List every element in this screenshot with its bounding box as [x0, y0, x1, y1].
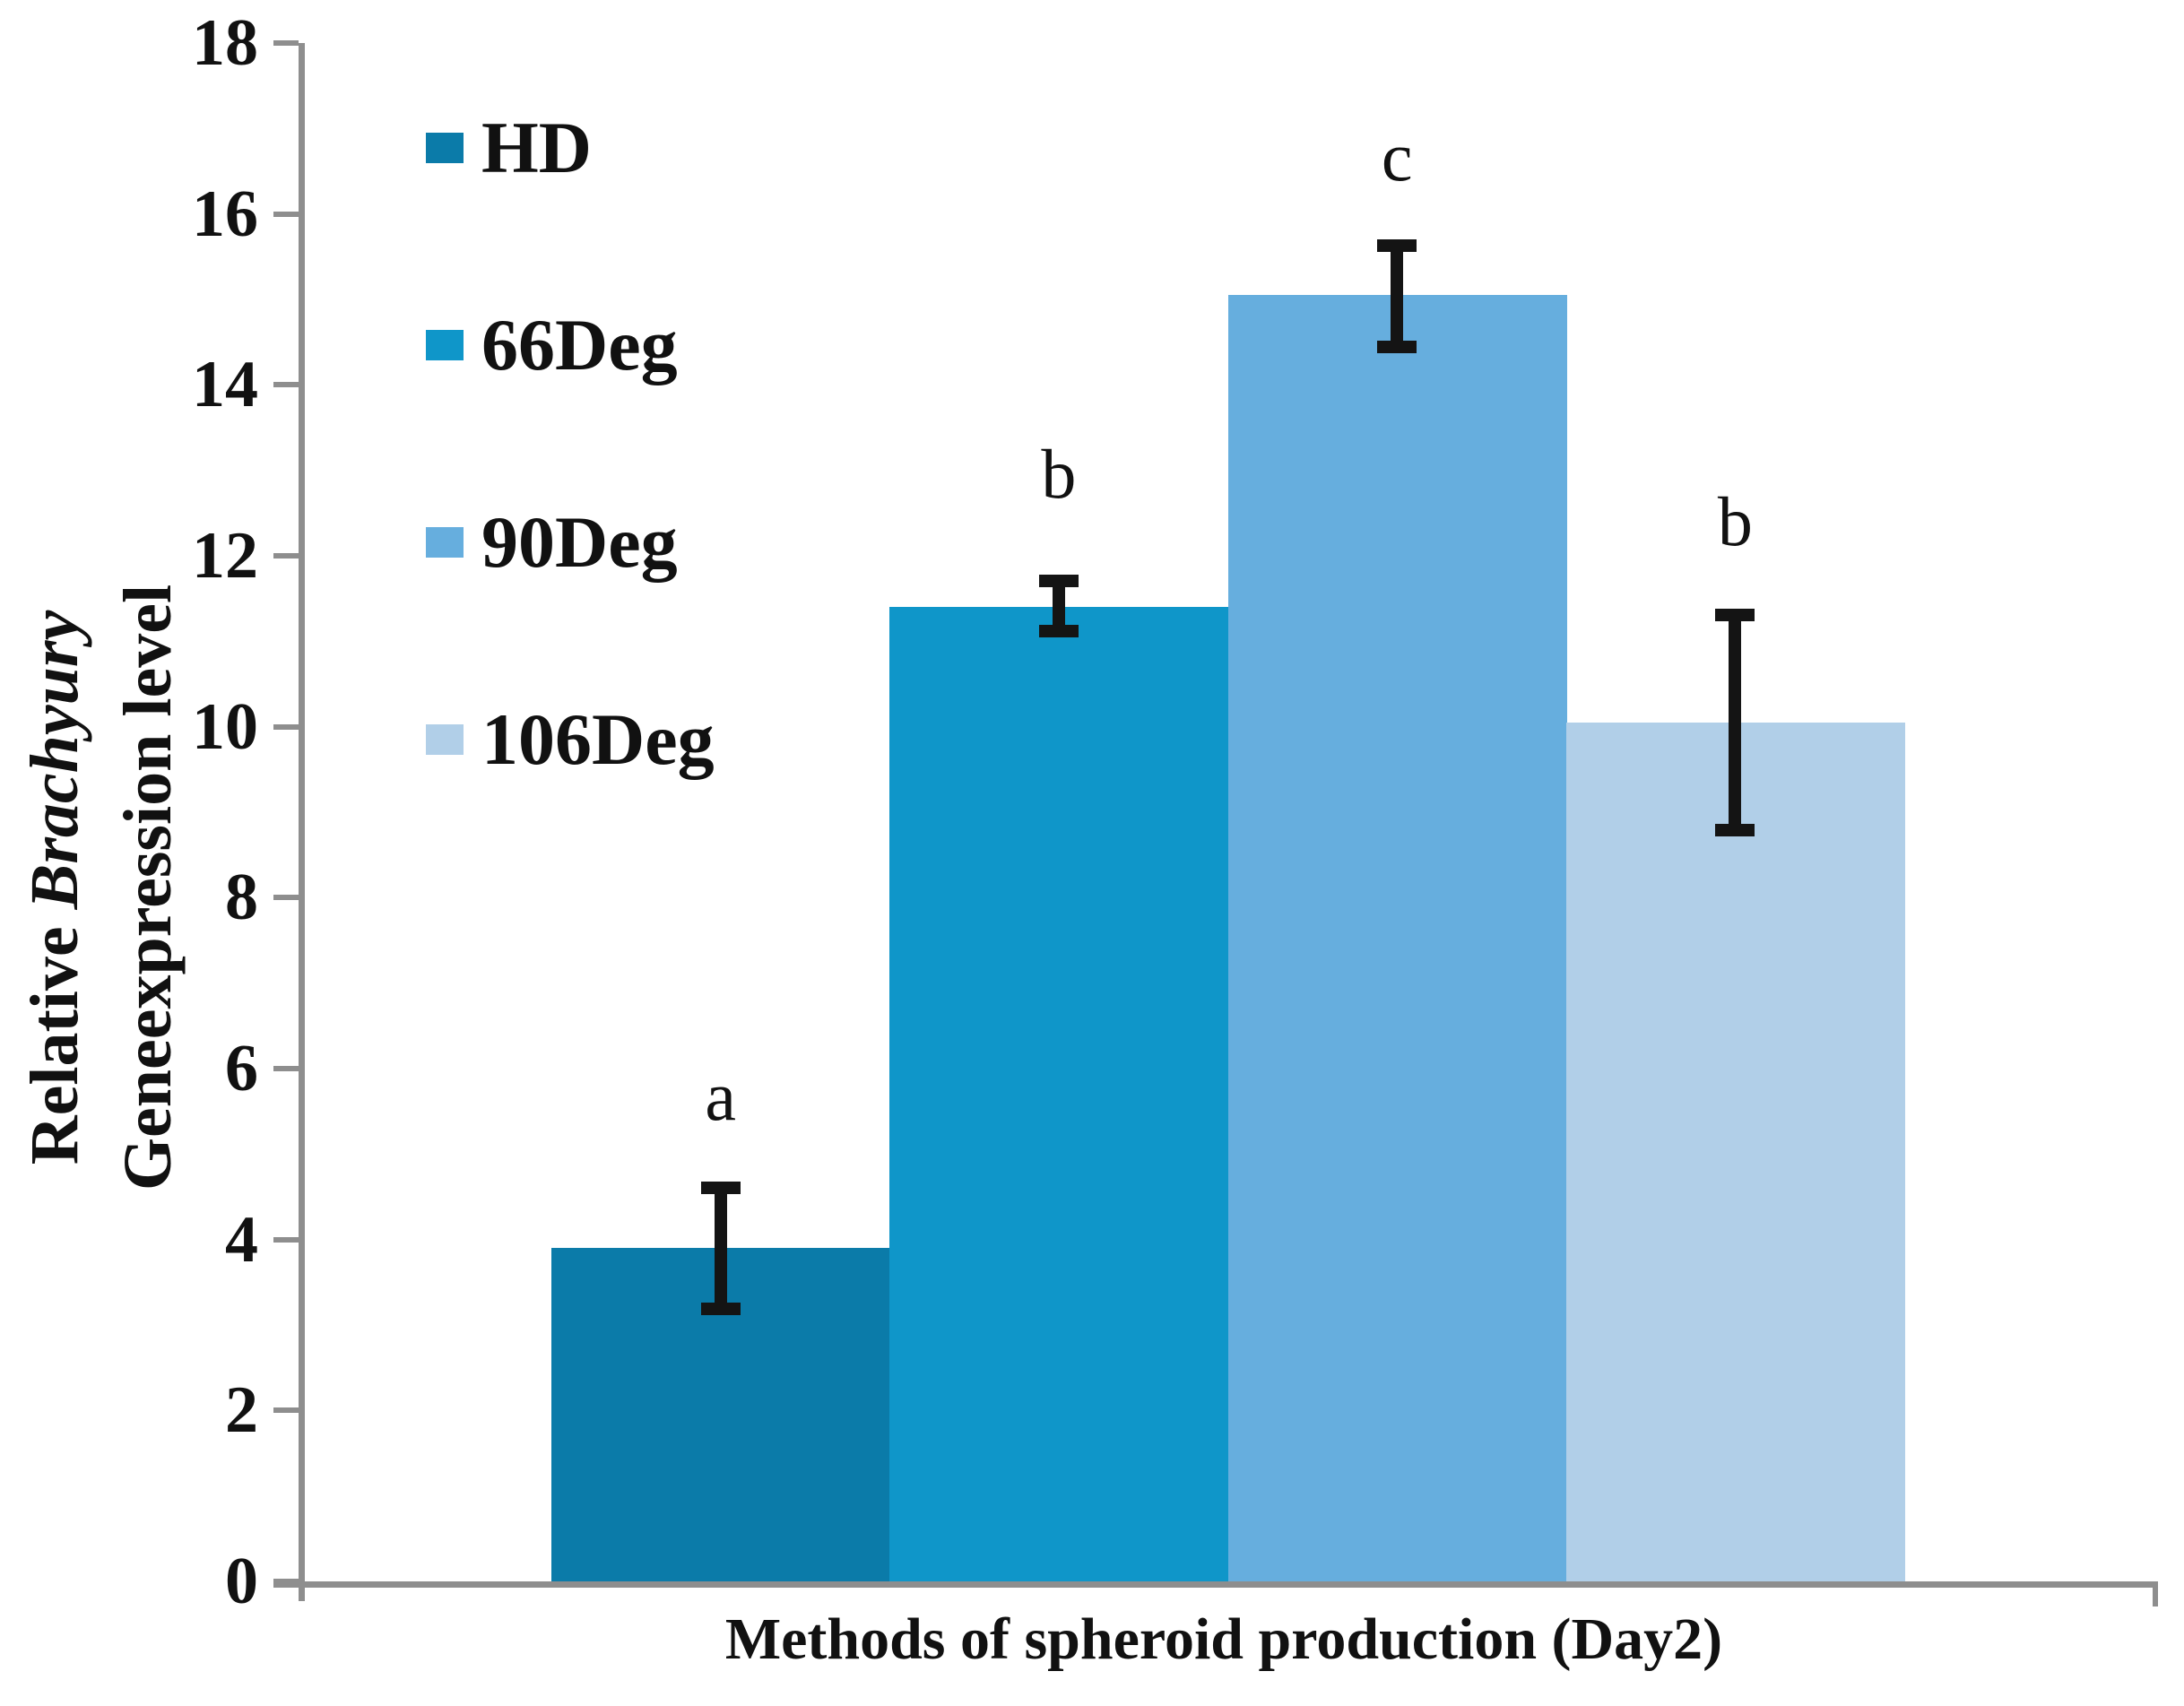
y-tick-mark — [273, 895, 299, 901]
y-tick-mark — [273, 382, 299, 388]
error-bar-cap-top — [1038, 574, 1079, 587]
y-tick-label: 4 — [225, 1202, 258, 1277]
error-bar-line — [1391, 239, 1404, 354]
error-bar-line — [1729, 609, 1742, 836]
legend-swatch-90Deg — [426, 527, 464, 558]
y-tick-mark — [273, 1407, 299, 1414]
y-tick-label: 16 — [192, 177, 258, 251]
y-tick-mark — [273, 1579, 299, 1584]
legend-swatch-HD — [426, 133, 464, 163]
legend-swatch-66Deg — [426, 330, 464, 360]
legend-label: HD — [481, 107, 592, 188]
significance-letter: b — [1041, 435, 1077, 514]
legend-label: 106Deg — [481, 698, 715, 780]
y-axis-title-line1-regular: Relative — [17, 909, 92, 1165]
y-tick-mark — [273, 211, 299, 217]
error-bar-cap-bottom — [1038, 624, 1079, 637]
significance-letter: b — [1717, 481, 1753, 560]
bar-66Deg — [889, 607, 1229, 1581]
y-tick-mark — [273, 723, 299, 730]
error-bar-cap-top — [1715, 609, 1755, 622]
error-bar-cap-top — [1377, 239, 1417, 253]
y-tick-label: 8 — [225, 861, 258, 935]
y-tick-label: 12 — [192, 519, 258, 593]
x-axis-line — [273, 1581, 2158, 1588]
error-bar-line — [1052, 574, 1065, 637]
legend-label: 90Deg — [481, 501, 678, 583]
y-tick-mark — [273, 1236, 299, 1243]
y-axis-line — [299, 43, 305, 1601]
x-axis-title: Methods of spheroid production (Day2) — [724, 1606, 1723, 1672]
y-tick-label: 2 — [225, 1373, 258, 1448]
bar-106Deg — [1565, 722, 1905, 1581]
y-tick-label: 18 — [192, 6, 258, 80]
significance-letter: a — [705, 1057, 736, 1136]
y-tick-mark — [273, 40, 299, 46]
error-bar-cap-bottom — [1715, 823, 1755, 836]
legend-swatch-106Deg — [426, 724, 464, 755]
error-bar-cap-bottom — [700, 1302, 741, 1315]
y-axis-title-line1-italic: Brachyury — [17, 610, 92, 910]
error-bar-cap-bottom — [1377, 341, 1417, 354]
y-tick-label: 14 — [192, 348, 258, 422]
bar-90Deg — [1227, 295, 1567, 1581]
y-tick-label: 10 — [192, 689, 258, 764]
x-axis-end-tick — [2153, 1581, 2158, 1606]
error-bar-cap-top — [700, 1181, 741, 1194]
y-tick-label: 0 — [225, 1545, 258, 1618]
significance-letter: c — [1381, 117, 1413, 195]
y-tick-mark — [273, 1066, 299, 1071]
y-axis-title-line1: Relative Brachyury — [8, 585, 101, 1191]
y-tick-mark — [273, 553, 299, 559]
y-tick-label: 6 — [225, 1032, 258, 1105]
legend-label: 66Deg — [481, 304, 678, 385]
error-bar-line — [714, 1181, 727, 1315]
